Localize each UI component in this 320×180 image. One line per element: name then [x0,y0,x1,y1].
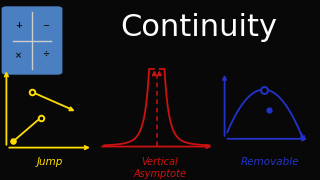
Text: ÷: ÷ [42,51,49,60]
Text: +: + [15,21,22,30]
Text: Vertical
Asymptote: Vertical Asymptote [133,157,187,179]
Text: Continuity: Continuity [120,13,277,42]
Text: ×: × [15,51,22,60]
Text: −: − [42,21,49,30]
Text: Jump: Jump [36,157,63,167]
FancyBboxPatch shape [2,6,62,75]
Text: Removable: Removable [241,157,300,167]
